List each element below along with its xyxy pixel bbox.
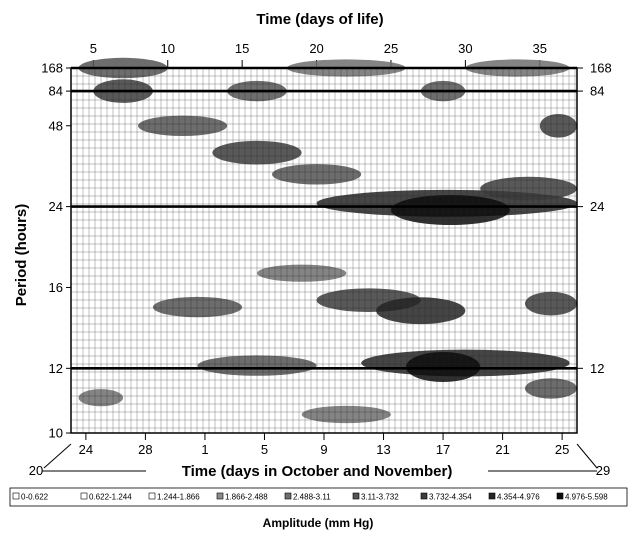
y-tick-label-right: 12 [590, 361, 604, 376]
legend-label: 1.866-2.488 [225, 493, 268, 502]
bottom-tick-label: 24 [79, 442, 93, 457]
y-tick-label-right: 168 [590, 61, 612, 76]
legend-swatch [80, 492, 88, 500]
legend-swatch [284, 492, 292, 500]
legend-swatch [556, 492, 564, 500]
top-tick-label: 5 [90, 41, 97, 56]
top-tick-label: 10 [161, 41, 175, 56]
legend-label: 3.11-3.732 [361, 493, 399, 502]
top-tick-label: 35 [533, 41, 547, 56]
legend-swatch [216, 492, 224, 500]
bottom-tick-label: 5 [261, 442, 268, 457]
amplitude-band-12 [480, 176, 577, 201]
amplitude-band-16 [376, 297, 466, 325]
y-tick-label: 24 [49, 199, 63, 214]
y-tick-label: 48 [49, 118, 63, 133]
top-axis-title: Time (days of life) [256, 11, 383, 28]
plot-area [70, 57, 578, 434]
amplitude-band-8 [272, 164, 362, 185]
legend-label: 0-0.622 [21, 493, 49, 502]
legend-swatch [420, 492, 428, 500]
bottom-tick-label: 9 [320, 442, 327, 457]
bottom-tick-label: 1 [201, 442, 208, 457]
legend-swatch [352, 492, 360, 500]
amplitude-band-14 [152, 296, 243, 318]
plot-grid [71, 68, 577, 433]
bottom-axis-ticks: 24 28 1 5 9 13 17 21 25 [79, 433, 569, 457]
top-axis-ticks: 5 10 15 20 25 30 35 [90, 41, 547, 68]
amplitude-band-23 [301, 405, 391, 424]
legend-label: 2.488-3.11 [293, 493, 331, 502]
y-tick-label: 12 [49, 361, 63, 376]
y-tick-label: 84 [49, 84, 63, 99]
bottom-axis-title: Time (days in October and November) [182, 463, 453, 480]
legend-label: 4.976-5.598 [565, 493, 608, 502]
bottom-bracket-right-slant [576, 443, 598, 469]
top-tick-label: 30 [458, 41, 472, 56]
bottom-corner-right-label: 29 [596, 463, 610, 478]
y-tick-label-right: 84 [590, 84, 604, 99]
legend-label: 1.244-1.866 [157, 493, 200, 502]
amplitude-band-6 [138, 115, 228, 136]
y-tick-label-right: 24 [590, 199, 604, 214]
y-tick-label: 16 [49, 280, 63, 295]
legend-label: 4.354-4.976 [497, 493, 540, 502]
legend-swatch [488, 492, 496, 500]
legend-label: 0.622-1.244 [89, 493, 132, 502]
amplitude-band-9 [539, 114, 578, 138]
amplitude-band-13 [257, 264, 347, 282]
legend-box [9, 487, 628, 507]
left-axis-ticks: 168 84 48 24 16 12 10 [41, 61, 71, 441]
bottom-tick-label: 17 [436, 442, 450, 457]
bottom-corner-left-label: 20 [29, 463, 43, 478]
top-tick-label: 20 [309, 41, 323, 56]
legend-title: Amplitude (mm Hg) [263, 516, 374, 530]
bottom-tick-label: 28 [138, 442, 152, 457]
right-axis-ticks: 168 84 24 12 [577, 61, 612, 376]
bottom-tick-label: 21 [495, 442, 509, 457]
y-tick-label: 168 [41, 61, 63, 76]
legend-swatch [12, 492, 20, 500]
bottom-tick-label: 13 [376, 442, 390, 457]
amplitude-band-11 [391, 195, 510, 225]
legend: 0-0.622 0.622-1.244 1.244-1.866 1.866-2.488… [12, 492, 608, 502]
top-tick-label: 15 [235, 41, 249, 56]
legend-swatch [148, 492, 156, 500]
y-tick-label: 10 [49, 426, 63, 441]
legend-label: 3.732-4.354 [429, 493, 472, 502]
bottom-tick-label: 25 [555, 442, 569, 457]
bottom-bracket-left-slant [43, 443, 72, 469]
top-tick-label: 25 [384, 41, 398, 56]
y-axis-title: Period (hours) [13, 204, 30, 307]
